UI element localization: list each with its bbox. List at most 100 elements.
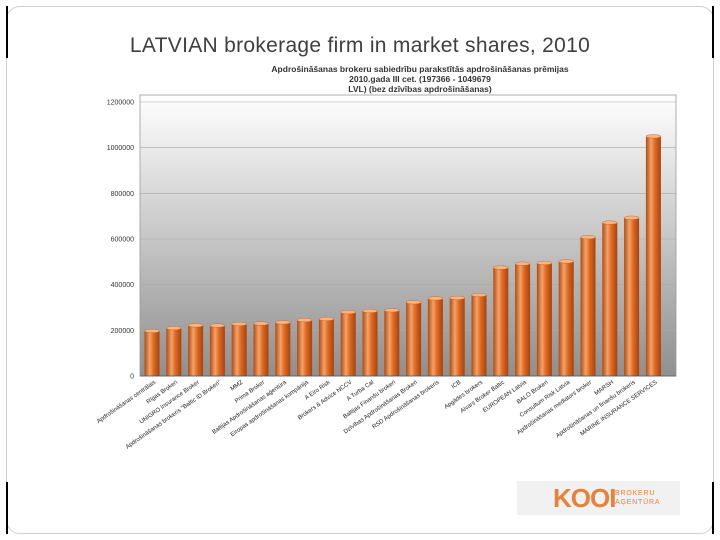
- bar-cap: [536, 260, 553, 265]
- bar-body: [231, 323, 247, 376]
- bar-cap: [449, 295, 465, 300]
- y-tick-label: 1200000: [107, 100, 134, 107]
- bar: [209, 323, 226, 376]
- x-tick-label: MMZ: [230, 380, 245, 393]
- bar-body: [318, 318, 334, 376]
- bar-body: [515, 263, 531, 376]
- bar-body: [144, 330, 160, 376]
- bar-body: [624, 217, 640, 376]
- y-tick-label: 1000000: [107, 145, 134, 152]
- bar-cap: [296, 318, 313, 323]
- y-tick-label: 600000: [111, 237, 134, 244]
- bar: [558, 259, 574, 376]
- bar: [253, 321, 269, 376]
- bar: [318, 316, 335, 376]
- bar-cap: [514, 261, 531, 266]
- bar-body: [362, 310, 378, 376]
- bars: [144, 134, 662, 376]
- frame-mark-left: [6, 6, 8, 58]
- bar-cap: [602, 220, 618, 225]
- bar: [144, 328, 160, 376]
- bar: [580, 235, 596, 376]
- bar-cap: [384, 308, 400, 313]
- bar: [536, 260, 553, 376]
- bar: [427, 296, 444, 376]
- bar-cap: [209, 323, 226, 328]
- bar: [275, 320, 291, 376]
- chart-title-line-3: LVL) (bez dzīvības apdrošināšanas): [348, 84, 492, 94]
- bar-body: [471, 294, 487, 376]
- frame-mark-right: [712, 6, 714, 58]
- bar-body: [340, 312, 356, 376]
- y-axis: 0 200000 400000 600000 800000 1000000 1200000: [107, 100, 134, 381]
- bar-cap: [427, 296, 444, 301]
- bar-cap: [362, 308, 378, 313]
- y-tick-label: 200000: [111, 328, 134, 335]
- bar-body: [188, 325, 204, 376]
- bar-cap: [253, 321, 269, 326]
- company-logo: KOOI BROKERU AĢENTŪRA: [517, 481, 680, 515]
- bar-body: [253, 323, 269, 376]
- bar-cap: [645, 134, 662, 139]
- bar: [231, 321, 247, 376]
- y-tick-label: 800000: [111, 191, 134, 198]
- bar-cap: [144, 328, 160, 333]
- bar-body: [602, 222, 618, 376]
- bar-body: [493, 267, 509, 376]
- bar-body: [580, 237, 596, 376]
- logo-text: BROKERU AĢENTŪRA: [615, 489, 660, 507]
- bar: [340, 310, 356, 376]
- logo-text-line-1: BROKERU: [615, 490, 656, 497]
- bar-cap: [493, 265, 509, 270]
- bar: [602, 220, 618, 376]
- bar: [493, 265, 509, 376]
- bar-body: [406, 302, 422, 376]
- bar: [645, 134, 662, 376]
- bar: [623, 215, 640, 376]
- bar-cap: [166, 326, 182, 331]
- chart-title-line-1: Apdrošināšanas brokeru sabiedrību paraks…: [271, 64, 569, 74]
- bar: [514, 261, 531, 376]
- chart-title-line-2: 2010.gada III cet. (197366 - 1049679: [349, 74, 491, 84]
- bar: [449, 295, 465, 376]
- bar: [471, 292, 487, 376]
- bar-cap: [275, 320, 291, 325]
- bar: [362, 308, 378, 376]
- chart-title: Apdrošināšanas brokeru sabiedrību paraks…: [150, 64, 690, 94]
- x-tick-label: Apdrošināšanas un finanšu brokeris: [555, 380, 637, 440]
- bar-cap: [580, 235, 596, 240]
- bar-cap: [340, 310, 356, 315]
- y-tick-label: 0: [130, 374, 134, 381]
- bar: [405, 300, 422, 376]
- bar-cap: [318, 316, 335, 321]
- frame-mark-bottom-left: [6, 482, 8, 534]
- bar: [187, 323, 204, 376]
- bar-body: [209, 325, 225, 376]
- bar: [166, 326, 182, 376]
- slide-title: LATVIAN brokerage firm in market shares,…: [129, 34, 591, 57]
- bar: [384, 308, 400, 376]
- bar-cap: [231, 321, 247, 326]
- x-tick-label: ICB: [451, 380, 463, 391]
- bar-cap: [471, 292, 487, 297]
- bar-cap: [187, 323, 204, 328]
- bar-body: [275, 322, 291, 376]
- bar-cap: [405, 300, 422, 305]
- bar-body: [558, 261, 574, 376]
- bar-body: [536, 262, 552, 376]
- bar-body: [449, 297, 465, 376]
- y-tick-label: 400000: [111, 282, 134, 289]
- bar-body: [645, 136, 661, 376]
- logo-mark: KOOI: [553, 483, 616, 513]
- bar-cap: [558, 259, 574, 264]
- bar-cap: [623, 215, 640, 220]
- bar-body: [384, 310, 400, 376]
- bar-body: [427, 298, 443, 376]
- bar: [296, 318, 313, 376]
- frame-mark-bottom-right: [712, 482, 714, 534]
- logo-text-line-2: AĢENTŪRA: [615, 499, 661, 506]
- bar-body: [166, 328, 182, 376]
- bar-body: [297, 320, 313, 376]
